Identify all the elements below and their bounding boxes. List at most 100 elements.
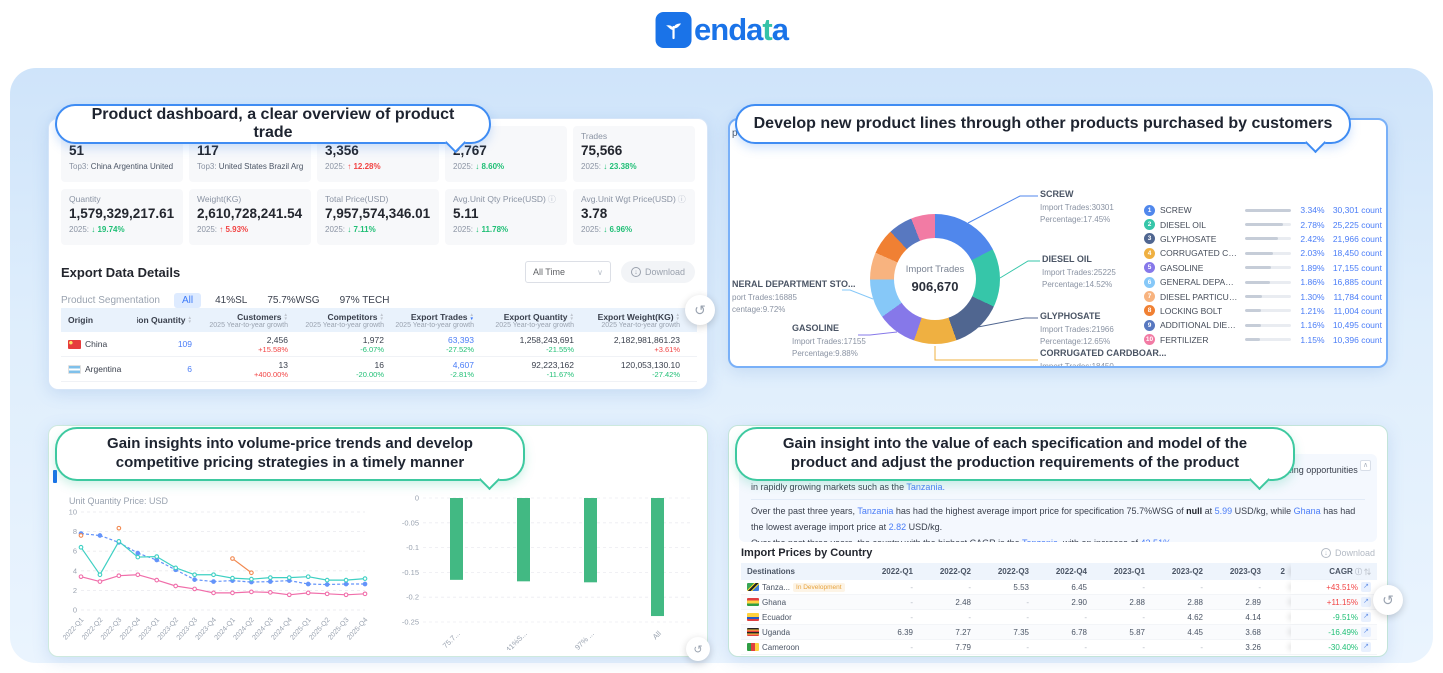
export-data-title: Export Data Details — [61, 264, 181, 280]
tendata-logo-icon — [655, 12, 692, 48]
column-header[interactable]: Export Weight(KG) ▲ ▼ 2025 Year-to-year gro… — [597, 311, 680, 329]
table-row: Ghana -2.48-2.90 2.88 2.88 2.89 +11.15% ↗ — [741, 595, 1377, 610]
column-header[interactable]: Destination Quantity▲▼ — [137, 315, 192, 325]
svg-text:0: 0 — [73, 606, 77, 615]
download-icon: ↓ — [630, 267, 641, 277]
column-header[interactable]: CAGR ⓘ ⇅ — [1291, 563, 1377, 580]
expand-chart-icon[interactable]: ↗ — [1361, 582, 1371, 592]
svg-text:-0.2: -0.2 — [406, 593, 419, 602]
table-row: Tanza... In Development - -5.53 6.45- - - +43.5… — [741, 580, 1377, 595]
interpretation-paragraph-2: Over the past three years, Tanzania has … — [751, 506, 1356, 533]
svg-text:-0.15: -0.15 — [402, 568, 419, 577]
in-development-badge: In Development — [793, 582, 845, 592]
float-refresh-button[interactable]: ↺ — [685, 295, 715, 325]
donut-callout-glyphosate: GLYPHOSATE Import Trades:21966 Percentag… — [1040, 311, 1114, 346]
donut-callout-diesel-oil: DIESEL OIL Import Trades:25225 Percentag… — [1042, 254, 1116, 289]
svg-text:6: 6 — [73, 547, 77, 556]
float-refresh-button[interactable]: ↺ — [1373, 585, 1403, 615]
import-prices-download-button[interactable]: ↓ Download — [1320, 548, 1375, 558]
svg-text:2025-Q4: 2025-Q4 — [346, 617, 370, 642]
sort-icon[interactable]: ▲ ▼ — [283, 311, 288, 321]
column-header: 2022-Q1 — [881, 567, 913, 576]
expand-chart-icon[interactable]: ↗ — [1361, 612, 1371, 622]
segmentation-tab-tech[interactable]: 97% TECH — [339, 294, 390, 306]
destination-quantity-link[interactable]: 6 — [187, 364, 192, 374]
rank-badge: 8 — [1144, 305, 1155, 317]
svg-text:10: 10 — [69, 508, 77, 517]
sort-icon[interactable]: ▲ ▼ — [569, 311, 574, 321]
svg-text:97% ...: 97% ... — [573, 629, 596, 650]
collapse-icon[interactable]: ∧ — [1360, 460, 1371, 471]
import-prices-header-row: Destinations 2022-Q1 2022-Q2 2022-Q3 2022-Q4… — [741, 563, 1377, 580]
sort-icon[interactable]: ▲ ▼ — [187, 315, 192, 324]
rank-badge: 5 — [1144, 262, 1155, 274]
product-segmentation-row: Product Segmentation All 41%SL 75.7%WSG … — [61, 291, 409, 309]
destination-quantity-link[interactable]: 109 — [177, 339, 192, 349]
table-row: Uganda 6.39 7.27 7.35 6.78 5.87 4.45 3.68 -16.49… — [741, 625, 1377, 640]
svg-text:-0.25: -0.25 — [402, 618, 419, 627]
stat-card: Avg.Unit Wgt Price(USD) ⓘ 3.78 2025: ↓ 6.96… — [573, 189, 695, 245]
unit-price-line-chart[interactable]: 0 2 4 6 8 10 2022-Q1 2022-Q2 2022-Q3 2022-Q4 2023-… — [57, 506, 379, 655]
cameroon-flag-icon — [747, 643, 759, 651]
column-header[interactable]: Customers ▲ ▼ 2025 Year-to-year growth — [209, 311, 288, 329]
column-header: 2 — [1280, 567, 1285, 576]
export-data-header: Export Data Details All Time ∨ ↓ Downloa… — [61, 259, 695, 285]
interpretation-paragraph-3: Over the past three years, the country w… — [751, 536, 1365, 542]
purchased-list-item: 10 FERTILIZER 1.15% 10,396 count — [1144, 334, 1382, 346]
expand-chart-icon[interactable]: ↗ — [1361, 642, 1371, 652]
segmentation-tab-wsg[interactable]: 75.7%WSG — [267, 294, 320, 306]
stat-card: Avg.Unit Qty Price(USD) ⓘ 5.11 2025: ↓ 11.7… — [445, 189, 567, 245]
expand-chart-icon[interactable]: ↗ — [1361, 627, 1371, 637]
purchased-list-item: 8 LOCKING BOLT 1.21% 11,004 count — [1144, 304, 1382, 318]
refresh-icon: ↺ — [693, 643, 703, 656]
trades-count-link[interactable]: 4,607 — [452, 359, 474, 370]
rank-badge: 1 — [1144, 204, 1155, 216]
purchased-list-item: 1 SCREW 3.34% 30,301 count — [1144, 203, 1382, 217]
segmentation-tab-all[interactable]: All — [173, 292, 202, 308]
column-header: 2023-Q1 — [1113, 567, 1145, 576]
stat-card: Weight(KG) 2,610,728,241.54 2025: ↑ 5.93% — [189, 189, 311, 245]
column-header[interactable]: Export Quantity ▲ ▼ 2025 Year-to-year growt… — [495, 311, 574, 329]
trades-count-link[interactable]: 63,393 — [448, 334, 474, 345]
svg-text:75.7...: 75.7... — [441, 629, 462, 650]
table-row-clipped — [61, 382, 697, 389]
import-prices-table: Destinations 2022-Q1 2022-Q2 2022-Q3 2022-Q4… — [741, 563, 1377, 655]
sort-icon[interactable]: ⇅ — [1362, 569, 1371, 576]
column-header: Destinations — [747, 567, 796, 576]
sort-icon[interactable]: ▲ ▼ — [379, 311, 384, 321]
column-header[interactable]: Export Trades ▲ ▼ 2025 Year-to-year growth — [395, 311, 474, 329]
svg-text:-0.05: -0.05 — [402, 518, 419, 527]
unit-price-axis-label: Unit Quantity Price: USD — [69, 496, 169, 506]
float-refresh-button[interactable]: ↺ — [686, 637, 710, 661]
ghana-flag-icon — [747, 598, 759, 606]
argentina-flag-icon — [68, 364, 81, 374]
purchased-list-item: 5 GASOLINE 1.89% 17,155 count — [1144, 261, 1382, 275]
column-header[interactable]: Competitors ▲ ▼ 2025 Year-to-year growth — [305, 311, 384, 329]
callout-bubble-spec-value: Gain insight into the value of each spec… — [735, 427, 1295, 481]
export-download-button[interactable]: ↓ Download — [620, 261, 695, 283]
donut-center: Import Trades 906,670 — [894, 238, 976, 320]
svg-text:8: 8 — [73, 527, 77, 536]
top-purchased-donut-chart[interactable]: Import Trades 906,670 — [870, 214, 1000, 344]
chevron-down-icon: ∨ — [597, 267, 603, 277]
sort-icon[interactable]: ▲ ▼ — [469, 311, 474, 321]
svg-text:2: 2 — [73, 586, 77, 595]
donut-center-label: Import Trades — [905, 264, 965, 275]
segmentation-tab-41sl[interactable]: 41%SL — [215, 294, 248, 306]
table-row: China 109 2,456 +15.58% 1,972 -6.07% 63,393 -27… — [61, 332, 697, 357]
divider — [751, 499, 1365, 501]
time-filter-select[interactable]: All Time ∨ — [524, 261, 611, 283]
rank-badge: 9 — [1144, 319, 1155, 331]
purchased-list-item: 2 DIESEL OIL 2.78% 25,225 count — [1144, 217, 1382, 231]
expand-chart-icon[interactable]: ↗ — [1361, 597, 1371, 607]
info-icon: ⓘ — [677, 195, 686, 204]
sort-icon[interactable]: ▲ ▼ — [675, 311, 680, 321]
growth-bar-chart[interactable]: 0 -0.05 -0.1 -0.15 -0.2 -0.25 75.7... 41%S... 97… — [387, 484, 699, 655]
donut-callout-corrugated: CORRUGATED CARDBOAR... Import Trades:184… — [1040, 348, 1167, 368]
rank-badge: 7 — [1144, 291, 1155, 303]
